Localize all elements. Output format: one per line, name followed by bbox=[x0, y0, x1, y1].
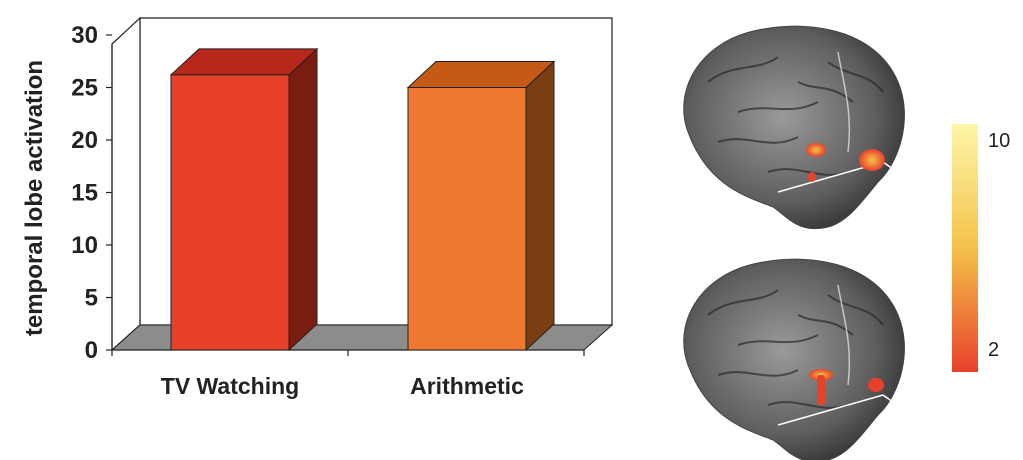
y-axis-label: temporal lobe activation bbox=[21, 60, 48, 336]
activation-blob bbox=[808, 172, 816, 182]
bar-tv-watching bbox=[169, 47, 319, 352]
activation-blob bbox=[817, 375, 825, 405]
bar-arithmetic bbox=[406, 60, 556, 352]
bar-side bbox=[525, 60, 555, 352]
activation-blob bbox=[859, 149, 885, 171]
x-tick-labels: TV Watching Arithmetic bbox=[111, 350, 585, 399]
activation-blob bbox=[806, 143, 826, 157]
side-wall bbox=[111, 16, 141, 352]
y-tick-label: 10 bbox=[71, 232, 98, 259]
colorbar-max-label: 10 bbox=[988, 130, 1010, 152]
y-tick-group: 0 5 10 15 20 25 30 bbox=[71, 22, 112, 364]
bar-group bbox=[169, 47, 556, 352]
x-tick-label: TV Watching bbox=[161, 373, 299, 399]
bar-front bbox=[170, 74, 290, 351]
y-tick-label: 20 bbox=[71, 127, 98, 154]
y-tick-label: 0 bbox=[85, 337, 98, 364]
y-tick-label: 5 bbox=[85, 285, 98, 312]
activation-blob bbox=[868, 378, 884, 392]
y-tick-label: 30 bbox=[71, 22, 98, 49]
colorbar-gradient bbox=[952, 124, 978, 372]
bar-front bbox=[407, 87, 527, 351]
y-tick-label: 25 bbox=[71, 75, 98, 102]
y-tick-label: 15 bbox=[71, 180, 98, 207]
x-tick-label: Arithmetic bbox=[410, 373, 524, 399]
colorbar: 10 2 bbox=[952, 124, 1010, 372]
colorbar-min-label: 2 bbox=[988, 339, 999, 361]
bar-side bbox=[288, 47, 318, 352]
brain-scan-top bbox=[683, 25, 905, 229]
brain-scan-bottom bbox=[683, 258, 905, 460]
chart-area: 0 5 10 15 20 25 30 TV Watching Arithmetic bbox=[71, 16, 614, 399]
